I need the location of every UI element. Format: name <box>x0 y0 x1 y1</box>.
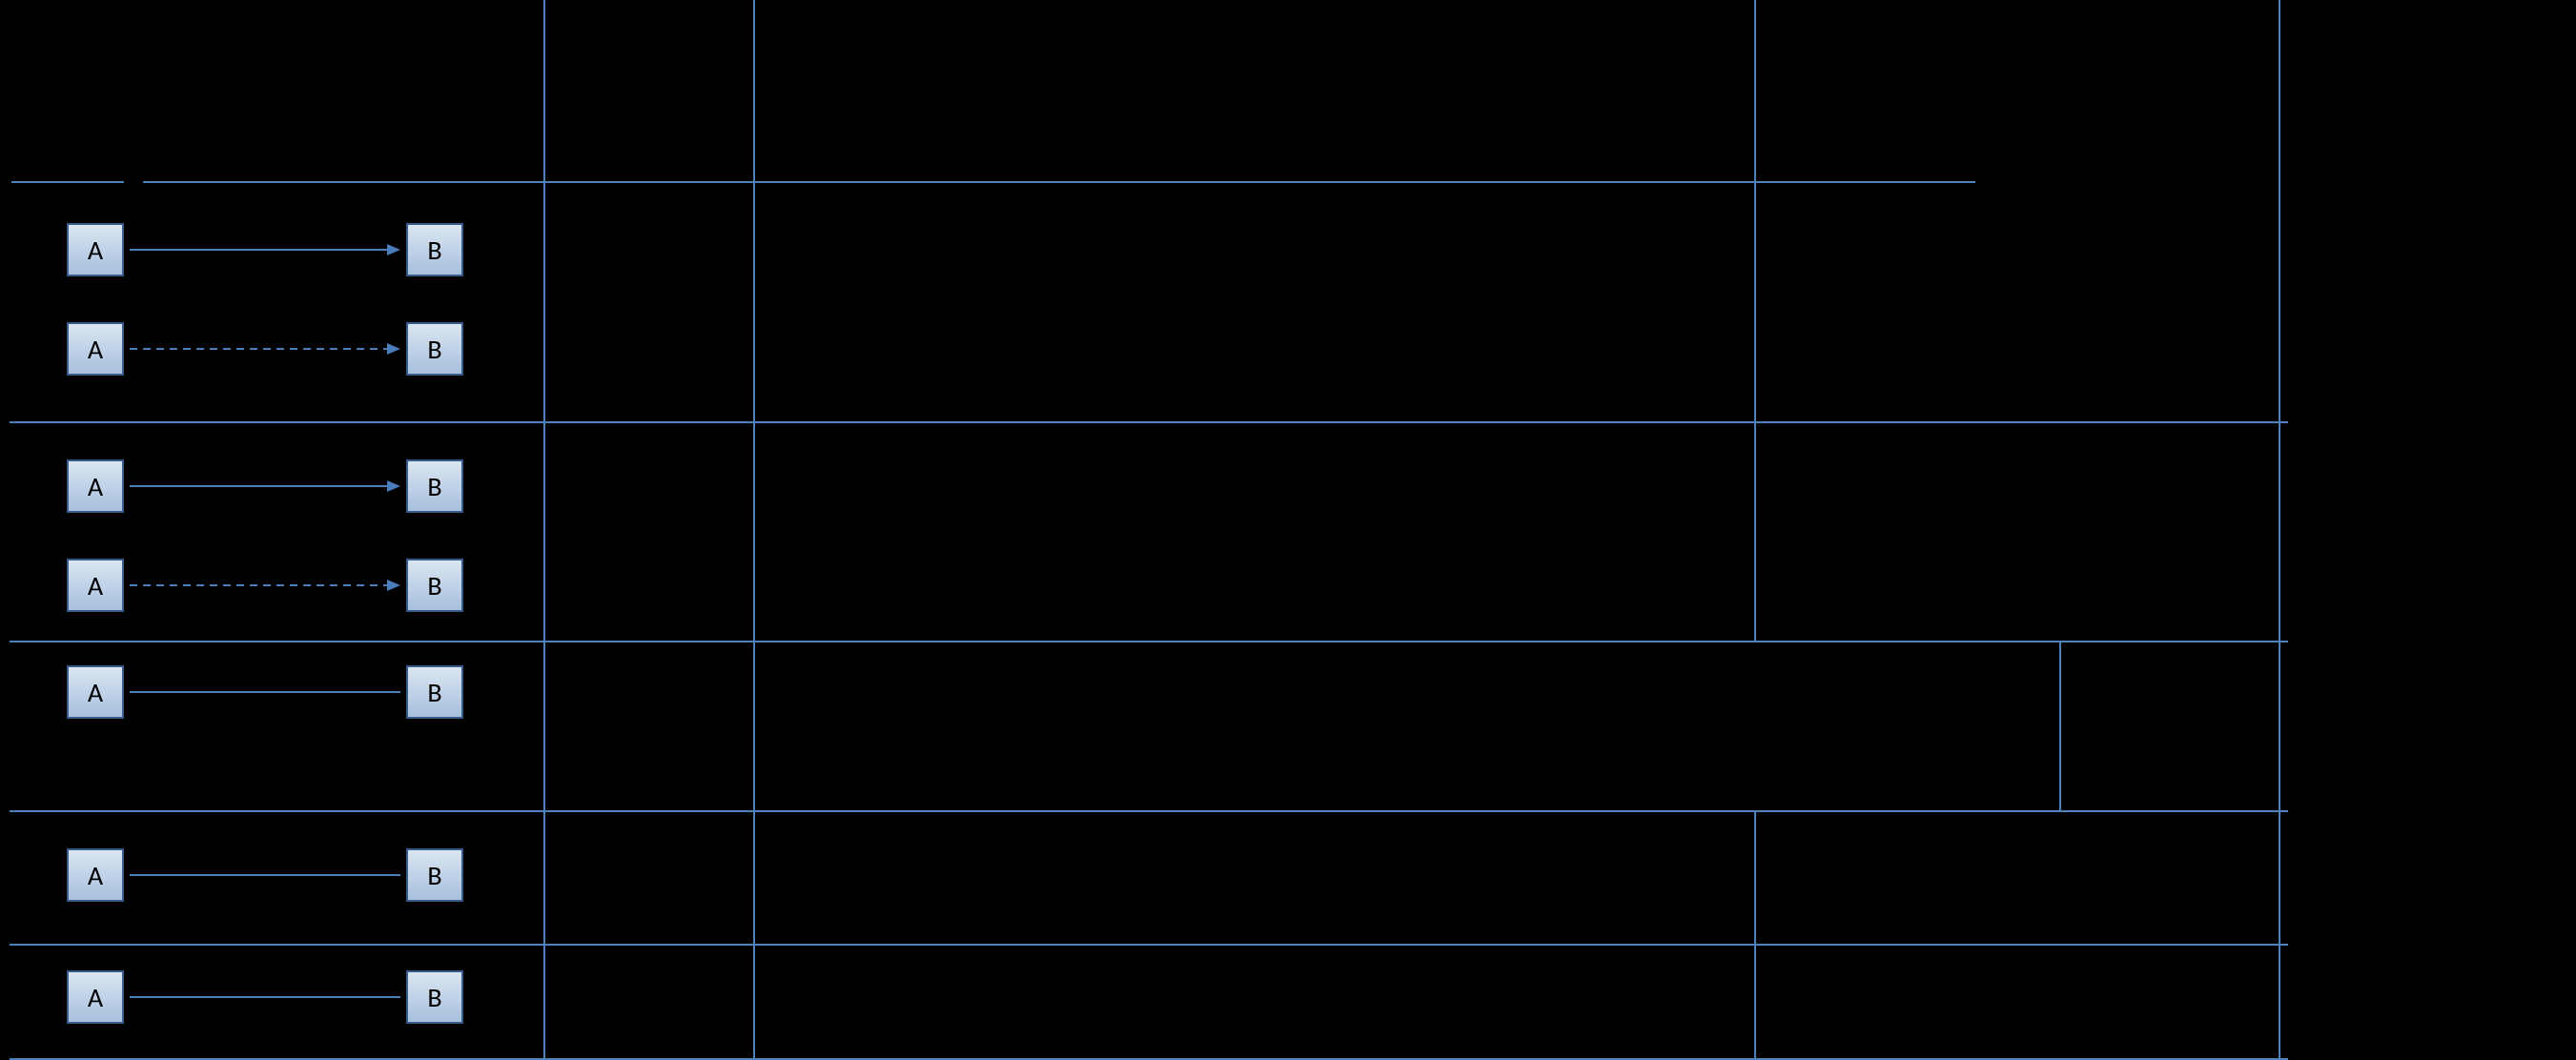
connector-arrow <box>130 240 400 259</box>
node-a: A <box>67 322 124 376</box>
grid-vline <box>1754 0 1756 641</box>
connector-line <box>130 866 400 885</box>
grid-hline <box>10 944 2288 946</box>
grid-hline <box>11 181 124 183</box>
node-a: A <box>67 665 124 719</box>
grid-vline <box>543 0 545 1058</box>
node-a: A <box>67 848 124 902</box>
node-b: B <box>406 223 463 276</box>
connector-arrow <box>130 339 400 358</box>
node-b: B <box>406 559 463 612</box>
grid-hline <box>10 641 2288 642</box>
node-b: B <box>406 322 463 376</box>
node-a: A <box>67 223 124 276</box>
grid-hline <box>10 421 2288 423</box>
grid-vline <box>2279 0 2280 1058</box>
node-a: A <box>67 459 124 513</box>
grid-vline <box>1754 810 1756 1058</box>
grid-vline <box>753 0 755 1058</box>
node-b: B <box>406 848 463 902</box>
diagram-canvas: A B A B A B A B A B A B A B <box>0 0 2576 1058</box>
connector-line <box>130 988 400 1007</box>
connector-arrow <box>130 477 400 496</box>
node-b: B <box>406 970 463 1024</box>
connector-line <box>130 683 400 702</box>
grid-hline <box>143 181 1975 183</box>
node-a: A <box>67 559 124 612</box>
node-b: B <box>406 665 463 719</box>
connector-arrow <box>130 576 400 595</box>
grid-hline <box>10 810 2288 812</box>
grid-vline <box>2059 641 2061 810</box>
node-a: A <box>67 970 124 1024</box>
node-b: B <box>406 459 463 513</box>
